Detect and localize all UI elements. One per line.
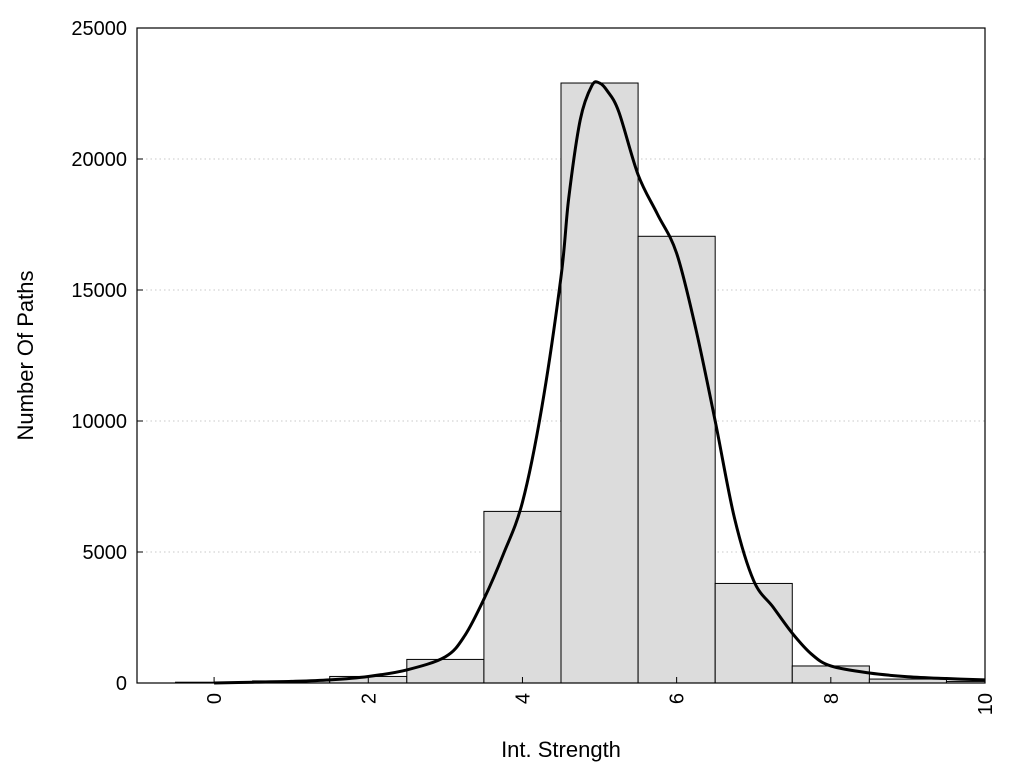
- y-axis-title: Number Of Paths: [13, 271, 38, 441]
- histogram-bar: [406, 658, 485, 684]
- x-tick-label: 8: [821, 693, 843, 704]
- plot-frame: [136, 27, 986, 684]
- x-tick-label: 4: [512, 693, 534, 704]
- y-tick-label: 5000: [83, 542, 128, 564]
- x-tick-label: 10: [975, 693, 997, 715]
- y-tick-label: 20000: [71, 149, 127, 171]
- y-tick-label: 0: [116, 673, 127, 695]
- y-tick-label: 15000: [71, 280, 127, 302]
- histogram-bar: [637, 235, 716, 684]
- x-tick-label: 0: [204, 693, 226, 704]
- y-tick-label: 10000: [71, 411, 127, 433]
- fit-curve: [214, 80, 986, 685]
- x-axis-ticks: 0 2 4 6 8 10: [204, 677, 997, 715]
- x-tick-label: 6: [667, 693, 689, 704]
- histogram-bar: [483, 510, 562, 684]
- y-tick-label: 25000: [71, 18, 127, 40]
- histogram-bars: [175, 82, 986, 684]
- x-axis-title: Int. Strength: [501, 737, 621, 762]
- x-tick-label: 2: [358, 693, 380, 704]
- histogram-bar: [714, 582, 793, 684]
- y-axis-ticks: 0 5000 10000 15000 20000 25000: [71, 18, 143, 695]
